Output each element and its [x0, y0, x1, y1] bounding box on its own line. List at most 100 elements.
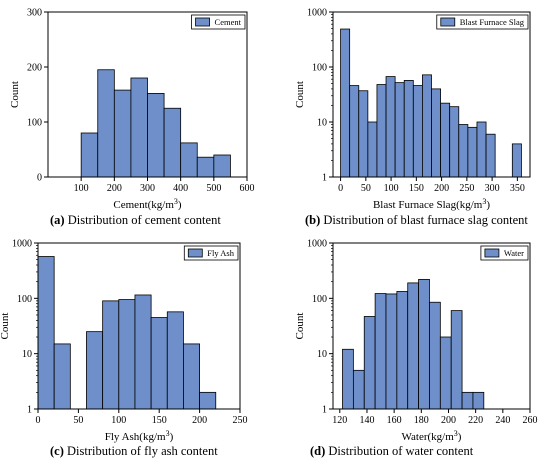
x-axis-label: Blast Furnace Slag(kg/m3) [373, 197, 490, 211]
legend-label: Cement [215, 17, 242, 27]
histogram-bar [113, 89, 132, 178]
histogram-bar [450, 310, 463, 410]
x-tick-label: 400 [173, 183, 188, 194]
chart-panel-2: 0 50 100 150 200 250 1 10 100 1000 Fly Ash(kg/m3) C… [0, 239, 248, 444]
x-tick-label: 120 [332, 415, 347, 426]
histogram-bar [86, 331, 104, 410]
histogram-bar [449, 106, 460, 178]
x-tick-label: 220 [468, 415, 483, 426]
y-axis-label: Count [9, 81, 21, 108]
x-axis-label: Fly Ash(kg/m3) [105, 429, 174, 443]
histogram-bar [80, 132, 99, 178]
y-tick-label: 1000 [307, 8, 327, 19]
x-tick-label: 100 [74, 183, 89, 194]
y-tick-label: 10 [317, 118, 327, 129]
histogram-bar [367, 121, 378, 178]
legend-label: Water [504, 248, 524, 258]
y-axis-label: Count [294, 81, 306, 108]
x-tick-label: 300 [140, 183, 155, 194]
x-tick-label: 140 [359, 415, 374, 426]
x-tick-label: 150 [152, 415, 167, 426]
y-axis-label: Count [294, 313, 306, 340]
histogram-bar [374, 293, 387, 410]
x-tick-label: 350 [510, 183, 525, 194]
histogram-bar [458, 124, 469, 178]
caption-a-label: (a) [50, 213, 65, 227]
caption-d: (d) Distribution of water content [310, 444, 473, 459]
histogram-bar [407, 282, 419, 410]
x-tick-label: 50 [361, 183, 371, 194]
histogram-bar [150, 317, 168, 410]
caption-a: (a) Distribution of cement content [50, 213, 221, 228]
caption-c-label: (c) [50, 444, 64, 458]
histogram-bar [163, 107, 182, 178]
caption-d-text: Distribution of water content [328, 444, 474, 458]
histogram-bar [102, 300, 120, 410]
caption-c-text: Distribution of fly ash content [67, 444, 218, 458]
x-tick-label: 0 [36, 415, 41, 426]
y-tick-label: 100 [312, 63, 327, 74]
legend-swatch [187, 248, 203, 258]
legend-box [436, 14, 529, 30]
histogram-bar [440, 102, 451, 178]
caption-c: (c) Distribution of fly ash content [50, 444, 218, 459]
x-axis-label: Water(kg/m3) [402, 429, 462, 443]
x-tick-label: 200 [434, 183, 449, 194]
y-axis-label: Count [0, 313, 11, 340]
histogram-bar [213, 154, 231, 178]
x-tick-label: 300 [485, 183, 500, 194]
y-tick-label: 1 [27, 405, 32, 416]
histogram-bar [342, 348, 354, 410]
y-tick-label: 0 [37, 173, 42, 184]
histogram-bar [37, 256, 55, 410]
chart-panel-0: 100 200 300 400 500 600 0 100 200 300 Cement(kg/m3… [9, 8, 255, 212]
y-tick-label: 10 [22, 349, 32, 360]
caption-a-text: Distribution of cement content [67, 213, 221, 227]
y-tick-label: 100 [17, 294, 32, 305]
histogram-bar [147, 93, 165, 178]
x-tick-label: 150 [409, 183, 424, 194]
histogram-bar [340, 28, 351, 178]
x-tick-label: 50 [73, 415, 83, 426]
legend-swatch [195, 17, 210, 27]
histogram-bar [461, 391, 474, 410]
histogram-bar [412, 85, 423, 178]
histogram-bar [97, 69, 115, 178]
x-tick-label: 250 [459, 183, 474, 194]
legend-swatch [484, 248, 500, 258]
histogram-bar [431, 88, 441, 178]
histogram-bar [418, 278, 430, 410]
legend-label: Fly Ash [207, 248, 234, 258]
x-tick-label: 600 [240, 183, 255, 194]
chart-panel-1: 0 50 100 150 200 250 300 350 1 10 100 1000 Blast Fur… [294, 8, 531, 211]
histogram-bar [429, 301, 441, 410]
histogram-bar [352, 369, 365, 410]
histogram-bar [476, 121, 487, 178]
y-tick-label: 200 [27, 63, 42, 74]
histogram-bar [363, 316, 376, 410]
histogram-bar [403, 80, 414, 178]
y-tick-label: 100 [27, 118, 42, 129]
x-tick-label: 500 [206, 183, 221, 194]
histogram-bar [183, 343, 201, 410]
histogram-bar [180, 142, 198, 178]
x-tick-label: 240 [495, 415, 510, 426]
histogram-bar [349, 85, 360, 178]
y-tick-label: 100 [312, 294, 327, 305]
chart-panel-3: 120 140 160 180 200 220 240 260 1 10 100 1000 Water(… [294, 239, 538, 444]
histogram-bar [134, 294, 152, 410]
histogram-bar [118, 299, 136, 410]
x-tick-label: 200 [441, 415, 456, 426]
histogram-bar [467, 126, 478, 178]
legend-swatch [440, 17, 456, 27]
histogram-bar [439, 336, 452, 410]
histogram-bar [511, 143, 522, 178]
histogram-bar [394, 82, 405, 178]
x-tick-label: 0 [338, 183, 343, 194]
y-tick-label: 1 [322, 173, 327, 184]
histogram-bar [396, 291, 409, 410]
y-tick-label: 1000 [12, 239, 32, 250]
y-tick-label: 300 [27, 8, 42, 19]
